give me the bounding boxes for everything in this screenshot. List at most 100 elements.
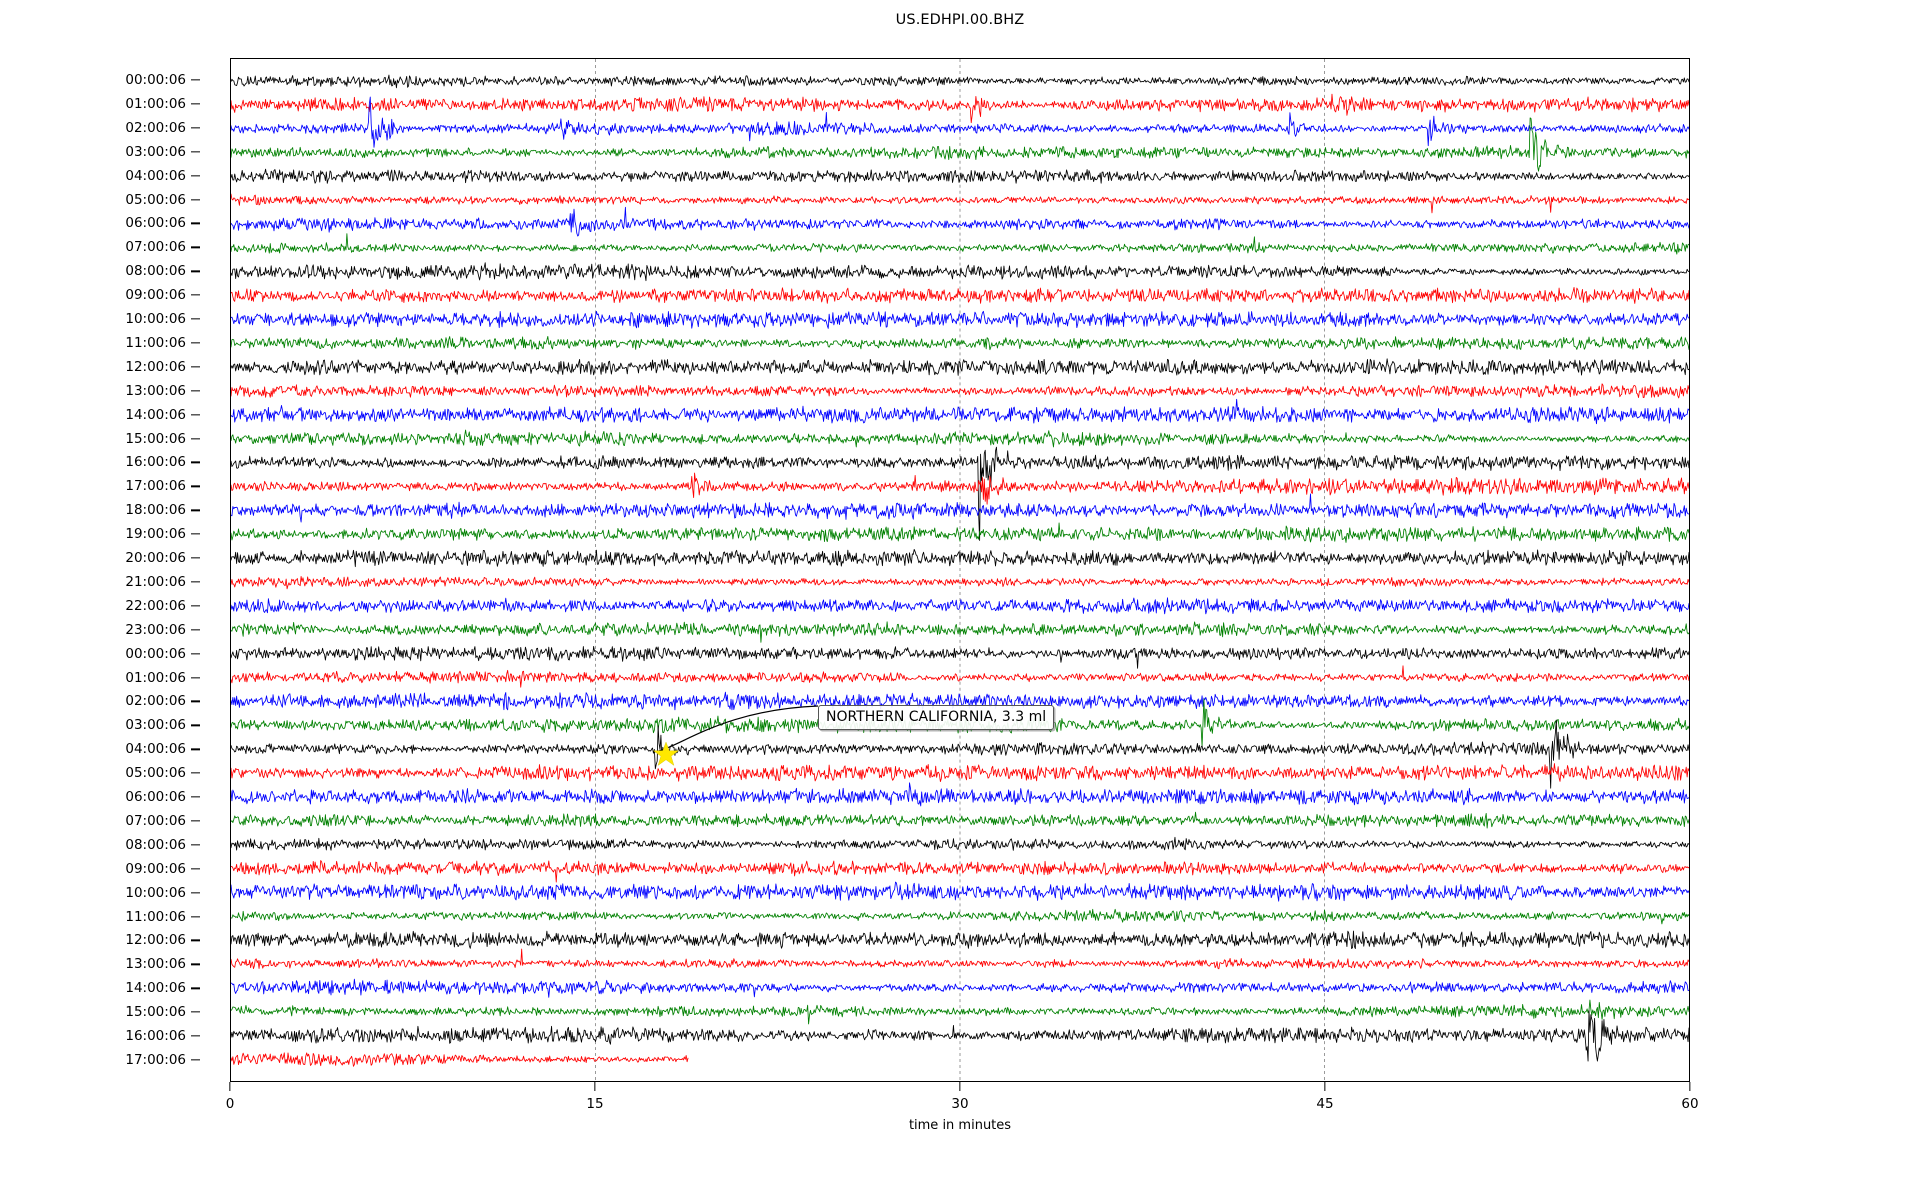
y-axis-tick-mark (191, 796, 200, 798)
trace-row (231, 999, 1689, 1025)
trace-row (231, 575, 1689, 590)
y-axis-tick-mark (191, 198, 200, 201)
y-axis-tick-mark (191, 79, 200, 81)
x-axis-tick-mark (594, 1082, 596, 1091)
trace-row (231, 93, 1689, 124)
y-axis-tick-mark (191, 724, 200, 727)
x-axis-tick-mark (229, 1082, 231, 1091)
y-axis-tick-label: 12:00:06 (125, 358, 186, 375)
trace-row (231, 978, 1689, 998)
x-axis-tick-label: 60 (1681, 1096, 1699, 1112)
y-axis-tick-mark (191, 676, 200, 679)
trace-row (231, 1010, 1689, 1062)
y-axis-tick-label: 05:00:06 (125, 191, 186, 208)
y-axis-tick-mark (191, 557, 200, 559)
y-axis-tick-mark (191, 892, 200, 894)
event-annotation-label: NORTHERN CALIFORNIA, 3.3 ml (818, 705, 1055, 731)
x-axis-tick-mark (959, 1082, 961, 1091)
seismic-traces (231, 74, 1689, 1067)
trace-row (231, 429, 1689, 448)
y-axis-tick-mark (191, 772, 200, 774)
trace-row (231, 948, 1689, 970)
y-axis-tick-label: 09:00:06 (125, 287, 186, 304)
y-axis-tick-mark (191, 151, 200, 153)
y-axis-tick-mark (191, 270, 200, 272)
y-axis-tick-label: 16:00:06 (125, 454, 186, 471)
trace-row (231, 262, 1689, 282)
trace-row (231, 233, 1689, 255)
trace-row (231, 335, 1689, 351)
y-axis-tick-label: 13:00:06 (125, 382, 186, 399)
x-axis-tick-mark (1689, 1082, 1691, 1091)
y-axis-tick-mark (191, 174, 200, 177)
trace-row (231, 691, 1689, 711)
trace-row (231, 383, 1689, 399)
trace-row (231, 96, 1689, 148)
y-axis-tick-label: 22:00:06 (125, 597, 186, 614)
y-axis-tick-label: 16:00:06 (125, 1028, 186, 1045)
trace-row (231, 860, 1689, 883)
trace-row (231, 446, 1689, 541)
trace-row (231, 811, 1689, 829)
y-axis-tick-mark (191, 390, 200, 392)
trace-row (231, 597, 1689, 615)
y-axis-tick-mark (191, 915, 200, 918)
trace-row (231, 117, 1689, 172)
y-axis-tick-label: 14:00:06 (125, 980, 186, 997)
y-axis-tick-label: 08:00:06 (125, 836, 186, 853)
trace-row (231, 908, 1689, 925)
y-axis-tick-mark (191, 939, 200, 942)
y-axis-tick-mark (191, 366, 200, 368)
y-axis-tick-mark (191, 1011, 200, 1013)
trace-row (231, 398, 1689, 425)
y-axis-tick-label: 06:00:06 (125, 215, 186, 232)
y-axis-tick-mark (191, 294, 200, 296)
y-axis-tick-mark (191, 509, 200, 511)
y-axis-tick-mark (191, 1059, 200, 1061)
y-axis-tick-label: 03:00:06 (125, 143, 186, 160)
y-axis-tick-mark (191, 222, 200, 225)
trace-row (231, 193, 1689, 214)
trace-row (231, 621, 1689, 643)
y-axis-tick-label: 21:00:06 (125, 573, 186, 590)
y-axis-tick-label: 06:00:06 (125, 789, 186, 806)
x-axis-tick-label: 45 (1316, 1096, 1334, 1112)
y-axis-tick-mark (191, 342, 200, 344)
y-axis-tick-label: 10:00:06 (125, 311, 186, 328)
y-axis-tick-mark (191, 461, 200, 464)
trace-row (231, 168, 1689, 184)
trace-row (231, 881, 1689, 902)
x-axis-tick-label: 0 (225, 1096, 235, 1112)
y-axis-tick-label: 03:00:06 (125, 717, 186, 734)
trace-row (231, 522, 1689, 543)
y-axis-tick-label: 02:00:06 (125, 693, 186, 710)
y-axis-tick-mark (191, 1035, 200, 1037)
trace-row (231, 206, 1689, 237)
trace-row (231, 645, 1689, 669)
y-axis-tick-label: 04:00:06 (125, 167, 186, 184)
y-axis-tick-mark (191, 127, 200, 129)
y-axis-tick-mark (191, 820, 200, 822)
y-axis-tick-label: 01:00:06 (125, 669, 186, 686)
trace-row (231, 1052, 689, 1067)
y-axis-tick-label: 04:00:06 (125, 741, 186, 758)
x-axis-label: time in minutes (908, 1118, 1012, 1133)
trace-row (231, 719, 1689, 789)
x-axis-tick-label: 30 (951, 1096, 969, 1112)
y-axis-tick-label: 14:00:06 (125, 406, 186, 423)
y-axis-tick-mark (191, 844, 200, 846)
y-axis-tick-label: 17:00:06 (125, 478, 186, 495)
y-axis-tick-label: 17:00:06 (125, 1052, 186, 1068)
y-axis-tick-layer: 00:00:06 01:00:06 02:00:06 03:00:06 04:00:06… (0, 58, 230, 1082)
y-axis-tick-label: 02:00:06 (125, 119, 186, 136)
y-axis-tick-mark (191, 437, 200, 440)
x-axis-tick-mark (1324, 1082, 1326, 1091)
y-axis-tick-mark (191, 987, 200, 989)
trace-row (231, 665, 1689, 688)
y-axis-tick-label: 19:00:06 (125, 526, 186, 543)
trace-row (231, 358, 1689, 376)
y-axis-tick-mark (191, 963, 200, 966)
y-axis-tick-label: 05:00:06 (125, 765, 186, 782)
y-axis-tick-mark (191, 629, 200, 631)
